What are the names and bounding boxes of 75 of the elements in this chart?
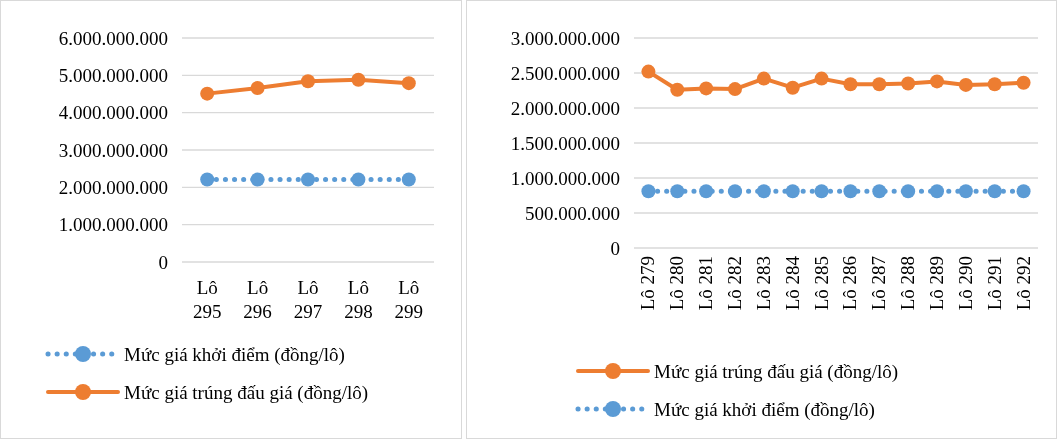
y-tick-label: 0: [158, 251, 168, 273]
point: [351, 172, 366, 187]
point: [785, 80, 800, 95]
y-tick-label: 0: [610, 237, 620, 259]
point: [699, 81, 714, 96]
x-tick-label: Lô 281: [695, 256, 717, 311]
point: [200, 172, 215, 187]
x-tick-label: Lô 290: [954, 256, 976, 311]
x-tick-label: Lô 280: [666, 256, 688, 311]
point: [785, 184, 800, 199]
y-tick-label: 1.500.000.000: [510, 132, 620, 154]
point: [872, 184, 887, 199]
y-tick-label: 2.000.000.000: [510, 97, 620, 119]
x-tick-label: Lô 285: [810, 256, 832, 311]
point: [670, 184, 685, 199]
point: [699, 184, 714, 199]
legend-label: Mức giá khởi điểm (đồng/lô): [124, 343, 345, 366]
point: [250, 172, 265, 187]
x-tick-label: Lô 292: [1012, 256, 1034, 311]
y-tick-label: 3.000.000.000: [58, 139, 168, 161]
point: [930, 184, 944, 199]
x-tick-label: Lô 296: [243, 277, 272, 322]
y-tick-label: 500.000.000: [525, 202, 620, 224]
y-tick-label: 2.000.000.000: [58, 176, 168, 198]
point: [814, 184, 829, 199]
y-tick-label: 1.000.000.000: [58, 214, 168, 236]
legend-label: Mức giá trúng đấu giá (đồng/lô): [654, 360, 899, 383]
point: [670, 82, 685, 97]
point: [641, 184, 656, 199]
point: [756, 184, 771, 199]
point: [987, 77, 1002, 92]
point: [958, 77, 973, 92]
point: [250, 81, 265, 96]
x-tick-label: Lô 287: [868, 256, 890, 311]
point: [728, 82, 742, 97]
point: [901, 184, 916, 199]
x-tick-label: Lô 299: [394, 277, 424, 322]
x-tick-label: Lô 289: [926, 256, 947, 311]
point: [401, 172, 416, 187]
y-tick-label: 5.000.000.000: [58, 64, 168, 86]
point: [843, 77, 858, 92]
point: [756, 71, 771, 86]
y-tick-label: 4.000.000.000: [58, 102, 168, 124]
legend-label: Mức giá trúng đấu giá (đồng/lô): [124, 381, 369, 404]
point: [401, 76, 416, 91]
x-tick-label: Lô 283: [752, 256, 774, 311]
point: [814, 71, 829, 86]
x-tick-label: Lô 282: [724, 256, 745, 311]
x-tick-label: Lô 298: [344, 277, 373, 322]
point: [872, 77, 887, 92]
point: [901, 76, 916, 91]
point: [987, 184, 1002, 199]
point: [641, 64, 656, 79]
point: [728, 184, 742, 199]
point: [1016, 184, 1031, 199]
x-tick-label: Lô 288: [897, 256, 919, 311]
point: [958, 184, 973, 199]
point: [351, 72, 366, 87]
point: [843, 184, 858, 199]
y-tick-label: 1.000.000.000: [510, 167, 620, 189]
x-tick-label: Lô 279: [637, 256, 659, 311]
legend-label: Mức giá khởi điểm (đồng/lô): [654, 398, 875, 421]
y-tick-label: 6.000.000.000: [58, 27, 168, 49]
x-tick-label: Lô 286: [839, 256, 861, 311]
point: [1016, 75, 1031, 90]
point: [930, 74, 944, 89]
x-tick-label: Lô 284: [781, 255, 803, 311]
point: [301, 74, 315, 89]
x-tick-label: Lô 291: [983, 256, 1005, 311]
y-tick-label: 3.000.000.000: [510, 27, 620, 49]
point: [200, 86, 215, 101]
x-tick-label: Lô 297: [293, 277, 323, 322]
point: [301, 172, 315, 187]
x-tick-label: Lô 295: [192, 277, 222, 322]
y-tick-label: 2.500.000.000: [510, 62, 620, 84]
